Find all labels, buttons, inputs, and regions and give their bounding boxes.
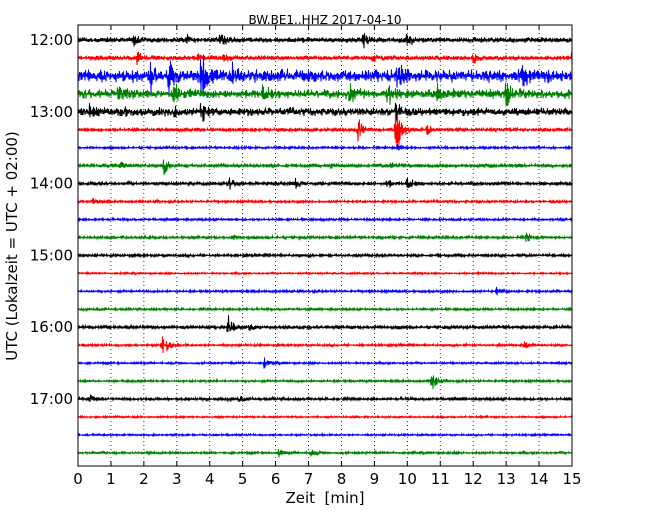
trace-1445	[77, 232, 573, 243]
x-tick-label: 12	[464, 470, 483, 488]
x-tick-label: 2	[139, 470, 149, 488]
trace-1200	[77, 33, 573, 49]
traces	[77, 33, 573, 458]
y-axis: 12:00 13:00 14:00 15:00 16:00 17:00	[30, 31, 572, 408]
trace-1730	[77, 432, 573, 438]
trace-1245	[77, 82, 573, 107]
trace-1345	[77, 159, 573, 176]
x-tick-label: 10	[398, 470, 417, 488]
x-tick-label: 4	[205, 470, 215, 488]
x-axis: 0 1 2 3 4 5 6 7 8 9 10 11 12 13 14 15	[73, 25, 582, 488]
trace-1530	[77, 286, 573, 296]
y-tick-label: 13:00	[30, 103, 73, 121]
trace-1230	[77, 54, 573, 97]
y-tick-label: 15:00	[30, 246, 73, 264]
trace-1700	[77, 394, 573, 403]
x-tick-label: 9	[370, 470, 380, 488]
x-tick-label: 13	[497, 470, 516, 488]
trace-1630	[77, 357, 573, 369]
trace-1600	[77, 315, 573, 333]
y-tick-label: 12:00	[30, 31, 73, 49]
trace-1500	[77, 251, 573, 259]
x-tick-label: 3	[172, 470, 182, 488]
x-tick-label: 7	[304, 470, 314, 488]
trace-1215	[77, 51, 573, 66]
trace-1330	[77, 143, 573, 151]
trace-1415	[77, 198, 573, 205]
x-tick-label: 6	[271, 470, 281, 488]
x-tick-label: 1	[106, 470, 116, 488]
trace-1300	[77, 102, 573, 123]
x-tick-label: 15	[562, 470, 581, 488]
grid	[110, 25, 540, 466]
plot-frame	[77, 24, 573, 467]
trace-1315	[77, 112, 573, 150]
trace-1715	[77, 414, 573, 420]
trace-1545	[77, 306, 573, 313]
y-tick-label: 16:00	[30, 318, 73, 336]
y-tick-label: 17:00	[30, 390, 73, 408]
y-axis-label: UTC (Lokalzeit = UTC + 02:00)	[3, 131, 21, 361]
x-tick-label: 5	[238, 470, 248, 488]
trace-1430	[77, 216, 573, 223]
x-tick-label: 11	[431, 470, 450, 488]
y-tick-label: 14:00	[30, 175, 73, 193]
trace-1615	[77, 336, 573, 354]
x-axis-label: Zeit [min]	[285, 489, 364, 507]
x-tick-label: 0	[73, 470, 83, 488]
x-tick-label: 8	[337, 470, 347, 488]
trace-1400	[77, 177, 573, 190]
chart-title: BW.BE1..HHZ 2017-04-10	[248, 13, 401, 27]
trace-1645	[77, 375, 573, 390]
trace-1515	[77, 270, 573, 277]
trace-1745	[77, 449, 573, 458]
x-tick-label: 14	[530, 470, 549, 488]
